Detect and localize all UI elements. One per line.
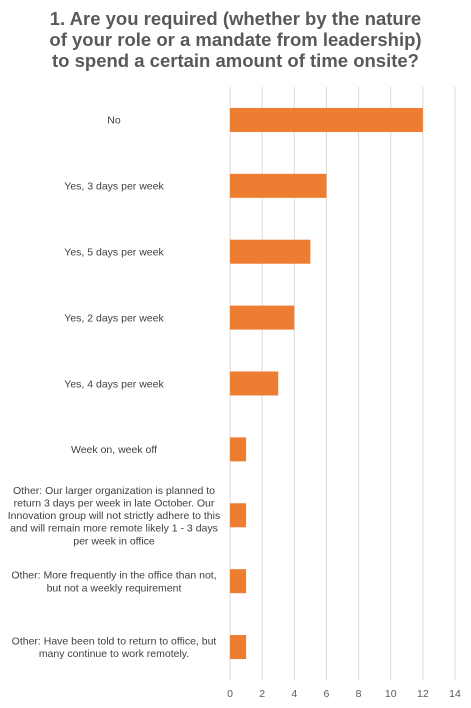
category-label-line: return 3 days per week in late October. … [14,497,215,509]
x-tick-label: 10 [385,688,397,700]
category-label-line: Other: Have been told to return to offic… [12,636,217,648]
category-label: Other: Have been told to return to offic… [12,636,217,661]
bar [230,569,247,594]
x-tick-label: 4 [291,688,297,700]
chart-title-line: 1. Are you required (whether by the natu… [49,8,422,29]
x-tick-label: 8 [356,688,362,700]
category-label-line: and will remain more remote likely 1 - 3… [10,523,218,535]
category-label: Other: Our larger organization is planne… [8,485,220,547]
bar [230,437,247,462]
category-label-line: Other: More frequently in the office tha… [11,570,216,582]
x-tick-label: 0 [227,688,233,700]
category-label-line: Other: Our larger organization is planne… [13,485,215,497]
category-label: Other: More frequently in the office tha… [11,570,216,595]
x-tick-label: 12 [417,688,429,700]
category-label: Yes, 2 days per week [64,312,164,324]
bar [230,503,247,528]
category-label: Week on, week off [71,444,157,456]
category-label: Yes, 5 days per week [64,247,164,259]
bar [230,107,423,132]
category-label-line: but not a weekly requirement [47,582,182,594]
chart-title-line: of your role or a mandate from leadershi… [49,29,422,50]
category-label: Yes, 3 days per week [64,181,164,193]
category-label: No [107,115,121,127]
category-label-line: Yes, 5 days per week [64,247,164,259]
category-label-line: Yes, 4 days per week [64,378,164,390]
category-label: Yes, 4 days per week [64,378,164,390]
x-tick-label: 6 [324,688,330,700]
bar [230,173,327,198]
category-label-line: Yes, 2 days per week [64,312,164,324]
category-label-line: Yes, 3 days per week [64,181,164,193]
chart-title: 1. Are you required (whether by the natu… [0,8,471,71]
x-tick-label: 2 [259,688,265,700]
category-label-line: Week on, week off [71,444,157,456]
x-tick-label: 14 [449,688,461,700]
category-label-line: No [107,115,121,127]
category-label-line: per week in office [73,535,155,547]
bar [230,239,311,264]
chart-title-line: to spend a certain amount of time onsite… [52,50,419,71]
category-label-line: Innovation group will not strictly adher… [8,510,220,522]
bar [230,371,279,396]
category-label-line: many continue to work remotely. [39,648,189,660]
bar [230,635,247,660]
bar [230,305,295,330]
